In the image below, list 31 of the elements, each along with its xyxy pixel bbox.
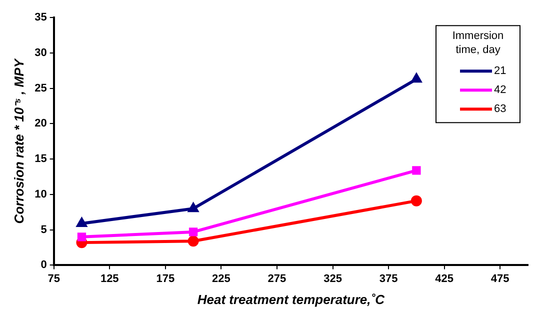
y-tick-label: 10 <box>34 188 47 200</box>
y-tick-label: 20 <box>34 118 47 130</box>
x-tick-label: 125 <box>100 272 119 285</box>
point <box>188 236 199 247</box>
x-tick-label: 375 <box>379 272 398 285</box>
y-tick-label: 35 <box>34 12 47 24</box>
x-tick-label: 175 <box>156 272 175 285</box>
y-tick-label: 15 <box>34 153 47 166</box>
x-tick-label: 475 <box>490 272 510 285</box>
y-tick-label: 25 <box>34 82 47 94</box>
point <box>188 203 198 212</box>
legend-label: 63 <box>494 103 506 116</box>
point <box>412 166 421 175</box>
y-tick-label: 0 <box>40 259 47 272</box>
y-tick-label: 5 <box>40 224 47 236</box>
y-axis-title: Corrosion rate * 10⁻⁵ , MPY <box>11 58 26 224</box>
point <box>77 232 86 242</box>
point <box>411 74 422 83</box>
x-tick-label: 325 <box>324 272 342 285</box>
x-tick-label: 225 <box>212 272 230 285</box>
x-axis-title: Heat treatment temperature,˚C <box>197 292 386 307</box>
legend-title: Immersion time, day <box>452 30 504 56</box>
y-tick-label: 30 <box>34 47 47 60</box>
x-tick-label: 75 <box>48 272 60 285</box>
point <box>188 228 198 236</box>
point <box>410 195 422 206</box>
point <box>76 218 87 227</box>
legend-label: 42 <box>494 84 506 96</box>
x-tick-label: 275 <box>268 272 286 285</box>
legend-label: 21 <box>494 65 506 78</box>
x-tick-label: 425 <box>435 272 454 285</box>
